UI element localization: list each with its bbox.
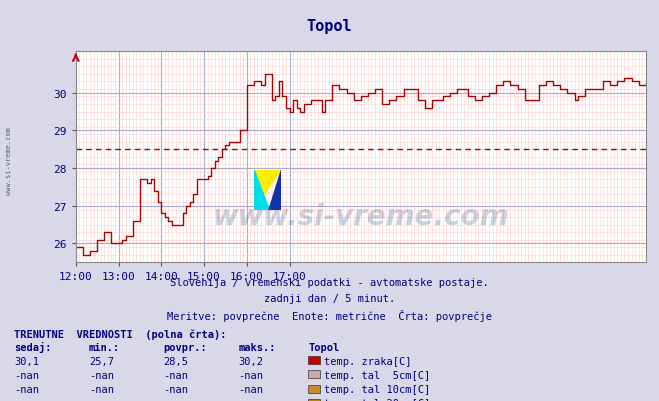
Text: -nan: -nan [239, 398, 264, 401]
Text: -nan: -nan [163, 398, 188, 401]
Text: temp. zraka[C]: temp. zraka[C] [324, 356, 411, 366]
Polygon shape [254, 170, 281, 211]
Text: -nan: -nan [163, 384, 188, 394]
Text: zadnji dan / 5 minut.: zadnji dan / 5 minut. [264, 294, 395, 304]
Text: Meritve: povprečne  Enote: metrične  Črta: povprečje: Meritve: povprečne Enote: metrične Črta:… [167, 309, 492, 321]
Polygon shape [254, 170, 269, 211]
Text: temp. tal 10cm[C]: temp. tal 10cm[C] [324, 384, 430, 394]
Text: temp. tal  5cm[C]: temp. tal 5cm[C] [324, 370, 430, 380]
Text: Slovenija / vremenski podatki - avtomatske postaje.: Slovenija / vremenski podatki - avtomats… [170, 278, 489, 288]
Text: TRENUTNE  VREDNOSTI  (polna črta):: TRENUTNE VREDNOSTI (polna črta): [14, 328, 227, 339]
Text: povpr.:: povpr.: [163, 342, 207, 352]
Text: temp. tal 20cm[C]: temp. tal 20cm[C] [324, 398, 430, 401]
Text: 30,1: 30,1 [14, 356, 40, 366]
Text: Topol: Topol [308, 342, 339, 352]
Polygon shape [269, 170, 281, 211]
Text: 28,5: 28,5 [163, 356, 188, 366]
Text: -nan: -nan [14, 384, 40, 394]
Text: -nan: -nan [14, 370, 40, 380]
Text: -nan: -nan [89, 370, 114, 380]
Text: -nan: -nan [239, 370, 264, 380]
Text: 30,2: 30,2 [239, 356, 264, 366]
Text: sedaj:: sedaj: [14, 341, 52, 352]
Text: -nan: -nan [14, 398, 40, 401]
Text: 25,7: 25,7 [89, 356, 114, 366]
Text: -nan: -nan [89, 384, 114, 394]
Text: -nan: -nan [89, 398, 114, 401]
Text: maks.:: maks.: [239, 342, 276, 352]
Text: -nan: -nan [239, 384, 264, 394]
Text: Topol: Topol [306, 18, 353, 34]
Text: www.si-vreme.com: www.si-vreme.com [213, 203, 509, 230]
Text: www.si-vreme.com: www.si-vreme.com [5, 126, 12, 194]
Text: -nan: -nan [163, 370, 188, 380]
Text: min.:: min.: [89, 342, 120, 352]
